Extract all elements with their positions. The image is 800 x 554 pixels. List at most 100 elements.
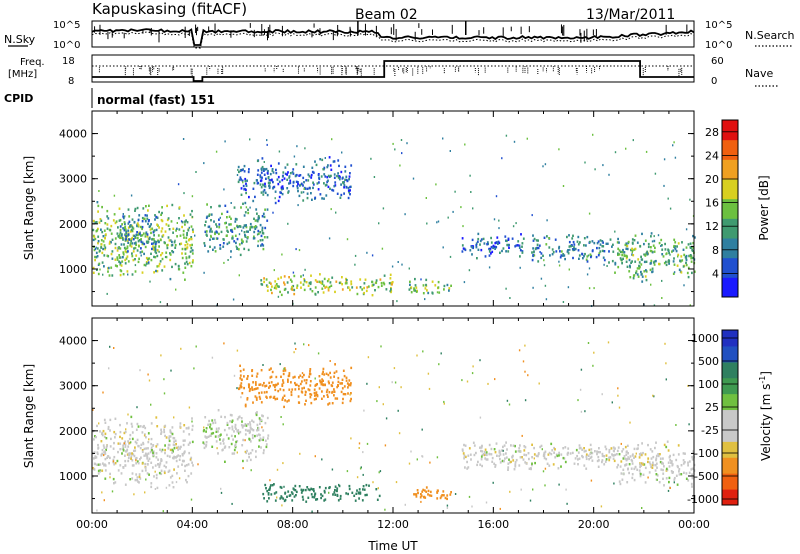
echo-cell — [329, 164, 332, 167]
echo-cell — [158, 463, 161, 467]
echo-cell — [235, 440, 237, 444]
echo-cell — [230, 202, 232, 204]
echo-cell — [631, 459, 634, 463]
echo-cell — [550, 442, 553, 446]
echo-cell — [141, 250, 144, 253]
echo-cell — [144, 235, 147, 238]
echo-cell — [154, 464, 157, 467]
echo-cell — [103, 435, 106, 439]
echo-cell — [627, 456, 629, 459]
echo-cell — [104, 237, 106, 240]
echo-cell — [283, 177, 286, 180]
echo-cell — [150, 461, 153, 464]
echo-cell — [97, 447, 99, 450]
echo-cell — [488, 266, 491, 269]
echo-cell — [190, 498, 193, 501]
colorbar-tick-label: 12 — [705, 220, 719, 233]
echo-cell — [119, 442, 122, 445]
echo-cell — [212, 421, 214, 425]
echo-cell — [372, 283, 374, 287]
echo-cell — [475, 244, 478, 247]
echo-cell — [315, 397, 317, 401]
echo-cell — [272, 211, 274, 214]
echo-cell — [165, 436, 168, 439]
echo-cell — [166, 246, 169, 250]
echo-cell — [236, 174, 239, 176]
echo-cell — [323, 182, 325, 185]
echo-cell — [121, 452, 123, 455]
echo-cell — [142, 441, 144, 445]
echo-cell — [466, 460, 468, 464]
echo-cell — [234, 445, 237, 449]
echo-cell — [211, 237, 214, 240]
echo-cell — [586, 235, 589, 239]
echo-cell — [266, 193, 269, 197]
echo-cell — [562, 253, 565, 256]
echo-cell — [545, 457, 548, 461]
echo-cell — [605, 458, 608, 461]
echo-cell — [309, 370, 311, 373]
echo-cell — [238, 243, 241, 246]
echo-cell — [131, 477, 134, 480]
echo-cell — [558, 260, 560, 263]
echo-cell — [207, 435, 210, 438]
echo-cell — [289, 278, 292, 281]
echo-cell — [243, 214, 246, 217]
echo-cell — [112, 219, 115, 222]
echo-cell — [685, 472, 688, 475]
echo-cell — [260, 446, 262, 449]
echo-cell — [287, 191, 289, 194]
echo-cell — [298, 387, 300, 391]
echo-cell — [188, 406, 191, 409]
echo-cell — [182, 271, 185, 274]
echo-cell — [131, 254, 134, 258]
echo-cell — [287, 490, 290, 493]
echo-cell — [231, 237, 233, 240]
echo-cell — [321, 197, 323, 200]
echo-cell — [266, 500, 269, 503]
echo-cell — [264, 185, 267, 188]
echo-cell — [99, 268, 101, 271]
echo-cell — [566, 453, 569, 456]
echo-cell — [643, 260, 646, 264]
echo-cell — [583, 255, 585, 258]
echo-cell — [172, 443, 175, 446]
echo-cell — [659, 453, 661, 456]
echo-cell — [558, 148, 560, 151]
echo-cell — [548, 246, 551, 249]
echo-cell — [152, 248, 155, 251]
echo-cell — [305, 179, 308, 182]
echo-cell — [290, 391, 293, 394]
echo-cell — [639, 245, 642, 248]
echo-cell — [546, 462, 549, 465]
echo-cell — [665, 362, 667, 365]
echo-cell — [133, 454, 136, 458]
echo-cell — [627, 452, 629, 455]
echo-cell — [157, 264, 160, 268]
echo-cell — [637, 275, 640, 278]
echo-cell — [519, 266, 521, 269]
echo-cell — [529, 499, 532, 502]
echo-cell — [191, 209, 193, 213]
echo-cell — [436, 221, 438, 224]
echo-cell — [280, 293, 283, 297]
echo-cell — [186, 263, 189, 266]
echo-cell — [231, 452, 234, 455]
echo-cell — [288, 182, 290, 185]
echo-cell — [167, 447, 170, 450]
echo-cell — [366, 382, 368, 385]
echo-cell — [640, 273, 643, 276]
ytick-label: 1000 — [59, 263, 87, 276]
echo-cell — [107, 266, 110, 270]
echo-cell — [139, 251, 142, 254]
echo-cell — [308, 175, 311, 178]
echo-cell — [99, 430, 101, 433]
echo-cell — [257, 244, 259, 248]
echo-cell — [134, 440, 137, 444]
echo-cell — [217, 435, 220, 438]
echo-cell — [244, 433, 247, 436]
echo-cell — [204, 224, 206, 227]
echo-cell — [340, 170, 343, 174]
echo-cell — [153, 234, 155, 237]
echo-cell — [141, 469, 144, 473]
